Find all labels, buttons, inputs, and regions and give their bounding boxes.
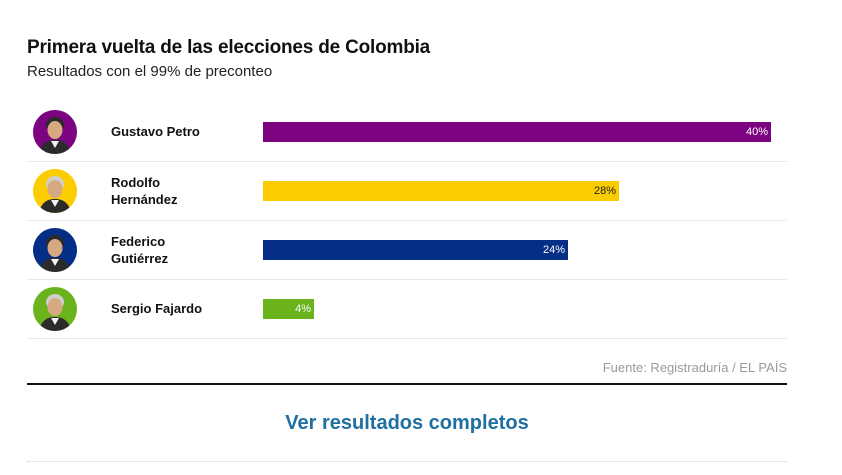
result-bar: 28%: [263, 181, 619, 201]
bottom-divider: [27, 461, 787, 462]
divider: [27, 383, 787, 385]
candidate-name-line: Sergio Fajardo: [111, 301, 203, 316]
candidate-row: Federico Gutiérrez 24%: [27, 220, 787, 280]
source-note: Fuente: Registraduría / EL PAÍS: [602, 360, 787, 375]
see-full-results-link[interactable]: Ver resultados completos: [285, 412, 529, 434]
candidate-avatar-icon: [33, 110, 77, 154]
chart-title: Primera vuelta de las elecciones de Colo…: [27, 37, 431, 58]
candidate-name-line: Gustavo Petro: [111, 124, 200, 139]
candidate-avatar-icon: [33, 169, 77, 213]
result-bar: 4%: [263, 299, 314, 319]
candidate-avatar-icon: [33, 228, 77, 272]
candidate-name: Gustavo Petro: [111, 123, 241, 140]
candidate-name-line: Hernández: [111, 192, 178, 207]
candidate-name: Sergio Fajardo: [111, 300, 241, 317]
candidate-name-line: Rodolfo: [111, 175, 161, 190]
candidate-avatar-icon: [33, 287, 77, 331]
candidate-name: Rodolfo Hernández: [111, 174, 241, 208]
candidate-name-line: Federico: [111, 234, 166, 249]
candidate-row: Sergio Fajardo 4%: [27, 279, 787, 339]
result-percent-label: 40%: [745, 126, 768, 138]
candidate-name: Federico Gutiérrez: [111, 233, 241, 267]
result-percent-label: 24%: [542, 244, 565, 256]
result-percent-label: 28%: [593, 185, 616, 197]
result-percent-label: 4%: [295, 303, 311, 315]
result-bar: 24%: [263, 240, 568, 260]
candidate-row: Rodolfo Hernández 28%: [27, 161, 787, 221]
candidate-row: Gustavo Petro 40%: [27, 102, 787, 162]
result-bar: 40%: [263, 122, 771, 142]
candidate-name-line: Gutiérrez: [111, 251, 169, 266]
chart-subtitle: Resultados con el 99% de preconteo: [27, 63, 273, 80]
